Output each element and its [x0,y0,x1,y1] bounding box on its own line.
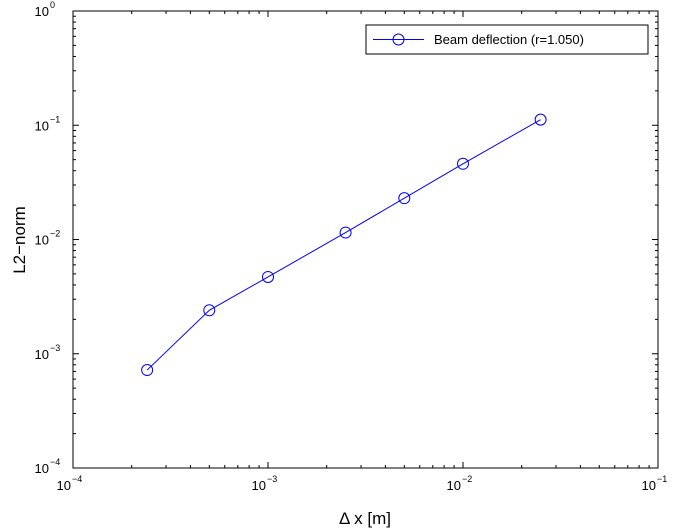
y-tick-base: 10 [35,233,49,248]
x-tick-label: 10 −1 [642,474,668,493]
x-tick-base: 10 [447,478,461,493]
y-tick-base: 10 [35,461,49,476]
data-point-marker [203,304,216,317]
y-tick-base: 10 [35,4,49,19]
y-tick-exponent: −1 [50,114,60,124]
data-point-marker [262,270,274,283]
x-tick-label: 10 −2 [447,474,473,493]
data-point-marker [457,157,469,170]
y-tick-base: 10 [35,118,49,133]
y-tick-base: 10 [35,347,49,362]
legend-entry-label: Beam deflection (r=1.050) [434,32,584,47]
data-point-marker [141,364,154,377]
data-point-marker [339,226,352,239]
y-tick-exponent: −4 [50,457,60,467]
y-tick-label: 10 −2 [35,229,61,248]
data-point-marker [398,192,411,205]
x-tick-base: 10 [252,478,266,493]
data-point-marker [534,113,547,126]
y-axis-label: L2−norm [10,206,29,274]
y-tick-label: 10 −4 [35,457,61,476]
y-tick-exponent: −3 [50,343,60,353]
y-tick-exponent: 0 [50,0,55,10]
x-tick-exponent: −3 [267,474,277,484]
x-tick-base: 10 [642,478,656,493]
legend: Beam deflection (r=1.050) [365,24,649,55]
y-tick-exponent: −2 [50,229,60,239]
plot-area [72,10,659,469]
x-tick-label: 10 −3 [252,474,278,493]
y-tick-label: 10 0 [35,0,55,19]
x-tick-exponent: −4 [72,474,82,484]
series-line [146,119,541,371]
x-axis-label: Δ x [m] [339,509,391,528]
y-tick-label: 10 −1 [35,114,61,133]
legend-marker-circle [392,33,405,46]
x-tick-exponent: −1 [657,474,667,484]
x-tick-label: 10 −4 [57,474,83,493]
axis-ticks: 10 −4 10 −3 10 −2 10 −110 −410 −310 −210 −110 0 [35,0,668,493]
x-tick-exponent: −2 [462,474,472,484]
y-tick-label: 10 −3 [35,343,61,362]
series-layer [141,113,547,377]
x-tick-base: 10 [57,478,71,493]
